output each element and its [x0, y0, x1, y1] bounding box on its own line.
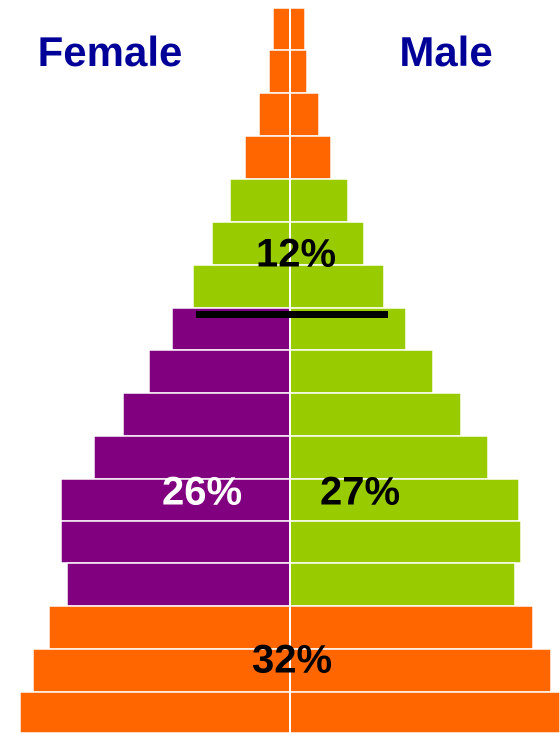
bar [289, 92, 320, 137]
bar [289, 135, 332, 180]
bar [289, 691, 560, 733]
bar [211, 221, 291, 266]
bar [289, 7, 306, 51]
bar [289, 562, 516, 607]
annotation: 27% [320, 470, 400, 514]
bar [148, 349, 291, 394]
female-label: Female [38, 28, 183, 75]
bar [272, 7, 291, 51]
bar [19, 691, 291, 733]
divider [196, 311, 388, 318]
bar [289, 49, 308, 94]
bar [289, 392, 462, 437]
annotation: 26% [162, 470, 242, 514]
bar [66, 562, 291, 607]
bar [192, 264, 291, 309]
male-label: Male [399, 28, 492, 75]
bar [229, 178, 291, 223]
bar [122, 392, 291, 437]
bar [258, 92, 291, 137]
annotation: 32% [252, 638, 332, 682]
bar [289, 349, 434, 394]
bar [244, 135, 291, 180]
bar [289, 478, 520, 522]
bar [60, 520, 291, 564]
bar [289, 648, 552, 693]
bar [289, 178, 349, 223]
bar [289, 264, 385, 309]
bar [289, 520, 522, 564]
bar [268, 49, 291, 94]
annotation: 12% [256, 232, 336, 276]
bars [19, 7, 560, 733]
bar [93, 435, 291, 480]
bar [32, 648, 291, 693]
